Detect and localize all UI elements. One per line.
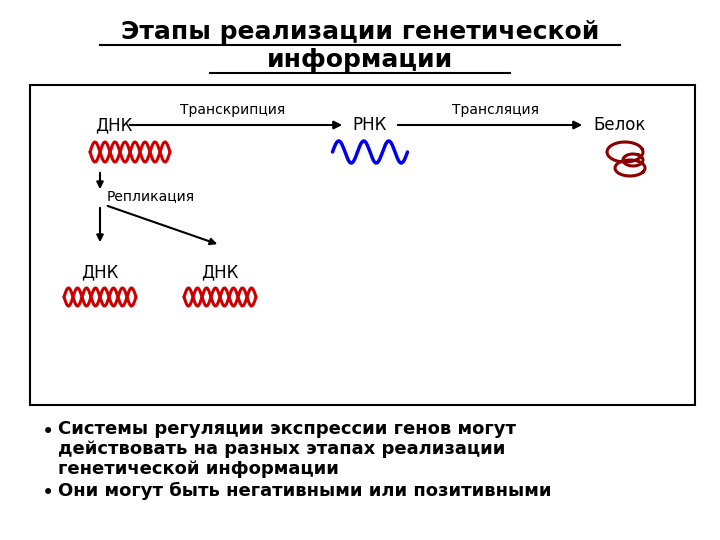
Text: ДНК: ДНК: [202, 263, 239, 281]
Text: ДНК: ДНК: [95, 116, 132, 134]
Text: Трансляция: Трансляция: [451, 103, 539, 117]
Text: Они могут быть негативными или позитивными: Они могут быть негативными или позитивны…: [58, 482, 552, 500]
Text: Белок: Белок: [594, 116, 646, 134]
Text: •: •: [42, 483, 54, 503]
Text: Транскрипция: Транскрипция: [180, 103, 285, 117]
Text: генетической информации: генетической информации: [58, 460, 339, 478]
Text: информации: информации: [267, 48, 453, 72]
Text: Системы регуляции экспрессии генов могут: Системы регуляции экспрессии генов могут: [58, 420, 516, 438]
Text: Этапы реализации генетической: Этапы реализации генетической: [121, 20, 599, 44]
Text: Репликация: Репликация: [107, 189, 195, 203]
Text: •: •: [42, 422, 54, 442]
Bar: [30, 85, 695, 405]
Text: ДНК: ДНК: [81, 263, 119, 281]
Text: действовать на разных этапах реализации: действовать на разных этапах реализации: [58, 440, 505, 458]
Text: РНК: РНК: [353, 116, 387, 134]
